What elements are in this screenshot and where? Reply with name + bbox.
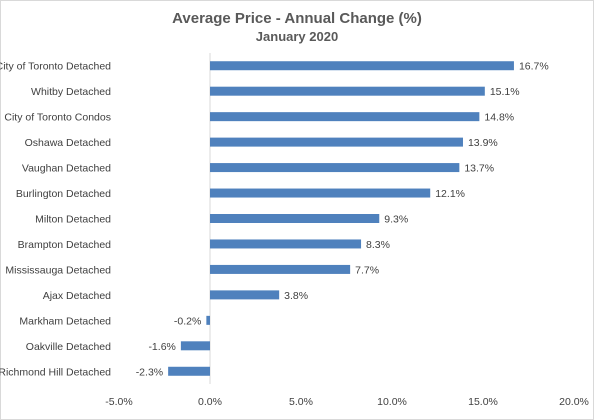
chart-subtitle: January 2020 (256, 29, 338, 44)
bar (210, 264, 351, 274)
x-tick-label: 20.0% (559, 396, 589, 408)
bar (210, 137, 463, 147)
x-tick-label: 15.0% (468, 396, 498, 408)
bar (210, 86, 485, 96)
category-label: Mississauga Detached (5, 264, 111, 276)
bar (206, 315, 210, 325)
data-label: 12.1% (435, 188, 465, 200)
data-label: 13.7% (464, 163, 494, 175)
x-tick-label: 10.0% (377, 396, 407, 408)
data-label: 7.7% (355, 264, 379, 276)
category-label: Whitby Detached (31, 86, 111, 98)
category-label: Burlington Detached (16, 188, 111, 200)
bar (210, 163, 460, 173)
data-label: 9.3% (384, 214, 408, 226)
bar (210, 290, 280, 300)
data-label: -2.3% (136, 366, 163, 378)
bar (210, 61, 514, 71)
data-label: 3.8% (284, 290, 308, 302)
x-tick-label: -5.0% (105, 396, 132, 408)
bar (210, 239, 362, 249)
category-label: Oakville Detached (26, 341, 111, 353)
category-label: Milton Detached (35, 214, 111, 226)
category-label: Vaughan Detached (22, 163, 111, 175)
chart-title: Average Price - Annual Change (%) (172, 10, 422, 27)
data-label: -0.2% (174, 315, 201, 327)
category-label: City of Toronto Detached (0, 61, 111, 73)
bar (180, 341, 210, 351)
category-label: Markham Detached (19, 315, 111, 327)
bar (210, 188, 431, 198)
category-label: Richmond Hill Detached (0, 366, 111, 378)
bar (210, 214, 380, 223)
bar (168, 366, 210, 376)
data-label: 15.1% (490, 86, 520, 98)
category-label: City of Toronto Condos (4, 112, 111, 124)
data-label: 8.3% (366, 239, 390, 251)
x-tick-label: 5.0% (289, 396, 313, 408)
data-label: -1.6% (148, 341, 175, 353)
data-label: 14.8% (484, 112, 514, 124)
category-label: Oshawa Detached (25, 137, 112, 149)
bar (210, 112, 480, 122)
category-label: Ajax Detached (43, 290, 111, 302)
x-tick-label: 0.0% (198, 396, 222, 408)
category-label: Brampton Detached (18, 239, 112, 251)
data-label: 16.7% (519, 61, 549, 73)
data-label: 13.9% (468, 137, 498, 149)
